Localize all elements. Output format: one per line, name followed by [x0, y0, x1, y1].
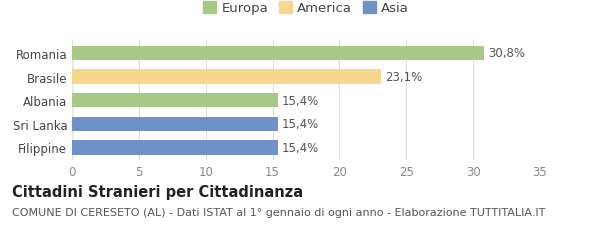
- Bar: [72, 94, 278, 108]
- Bar: [72, 70, 381, 84]
- Text: 15,4%: 15,4%: [282, 118, 319, 131]
- Bar: [72, 117, 278, 131]
- Text: 15,4%: 15,4%: [282, 141, 319, 154]
- Bar: [72, 47, 484, 61]
- Legend: Europa, America, Asia: Europa, America, Asia: [197, 0, 415, 20]
- Text: 15,4%: 15,4%: [282, 94, 319, 107]
- Text: COMUNE DI CERESETO (AL) - Dati ISTAT al 1° gennaio di ogni anno - Elaborazione T: COMUNE DI CERESETO (AL) - Dati ISTAT al …: [12, 207, 545, 217]
- Text: 30,8%: 30,8%: [488, 47, 525, 60]
- Text: Cittadini Stranieri per Cittadinanza: Cittadini Stranieri per Cittadinanza: [12, 184, 303, 199]
- Text: 23,1%: 23,1%: [385, 71, 422, 84]
- Bar: [72, 141, 278, 155]
